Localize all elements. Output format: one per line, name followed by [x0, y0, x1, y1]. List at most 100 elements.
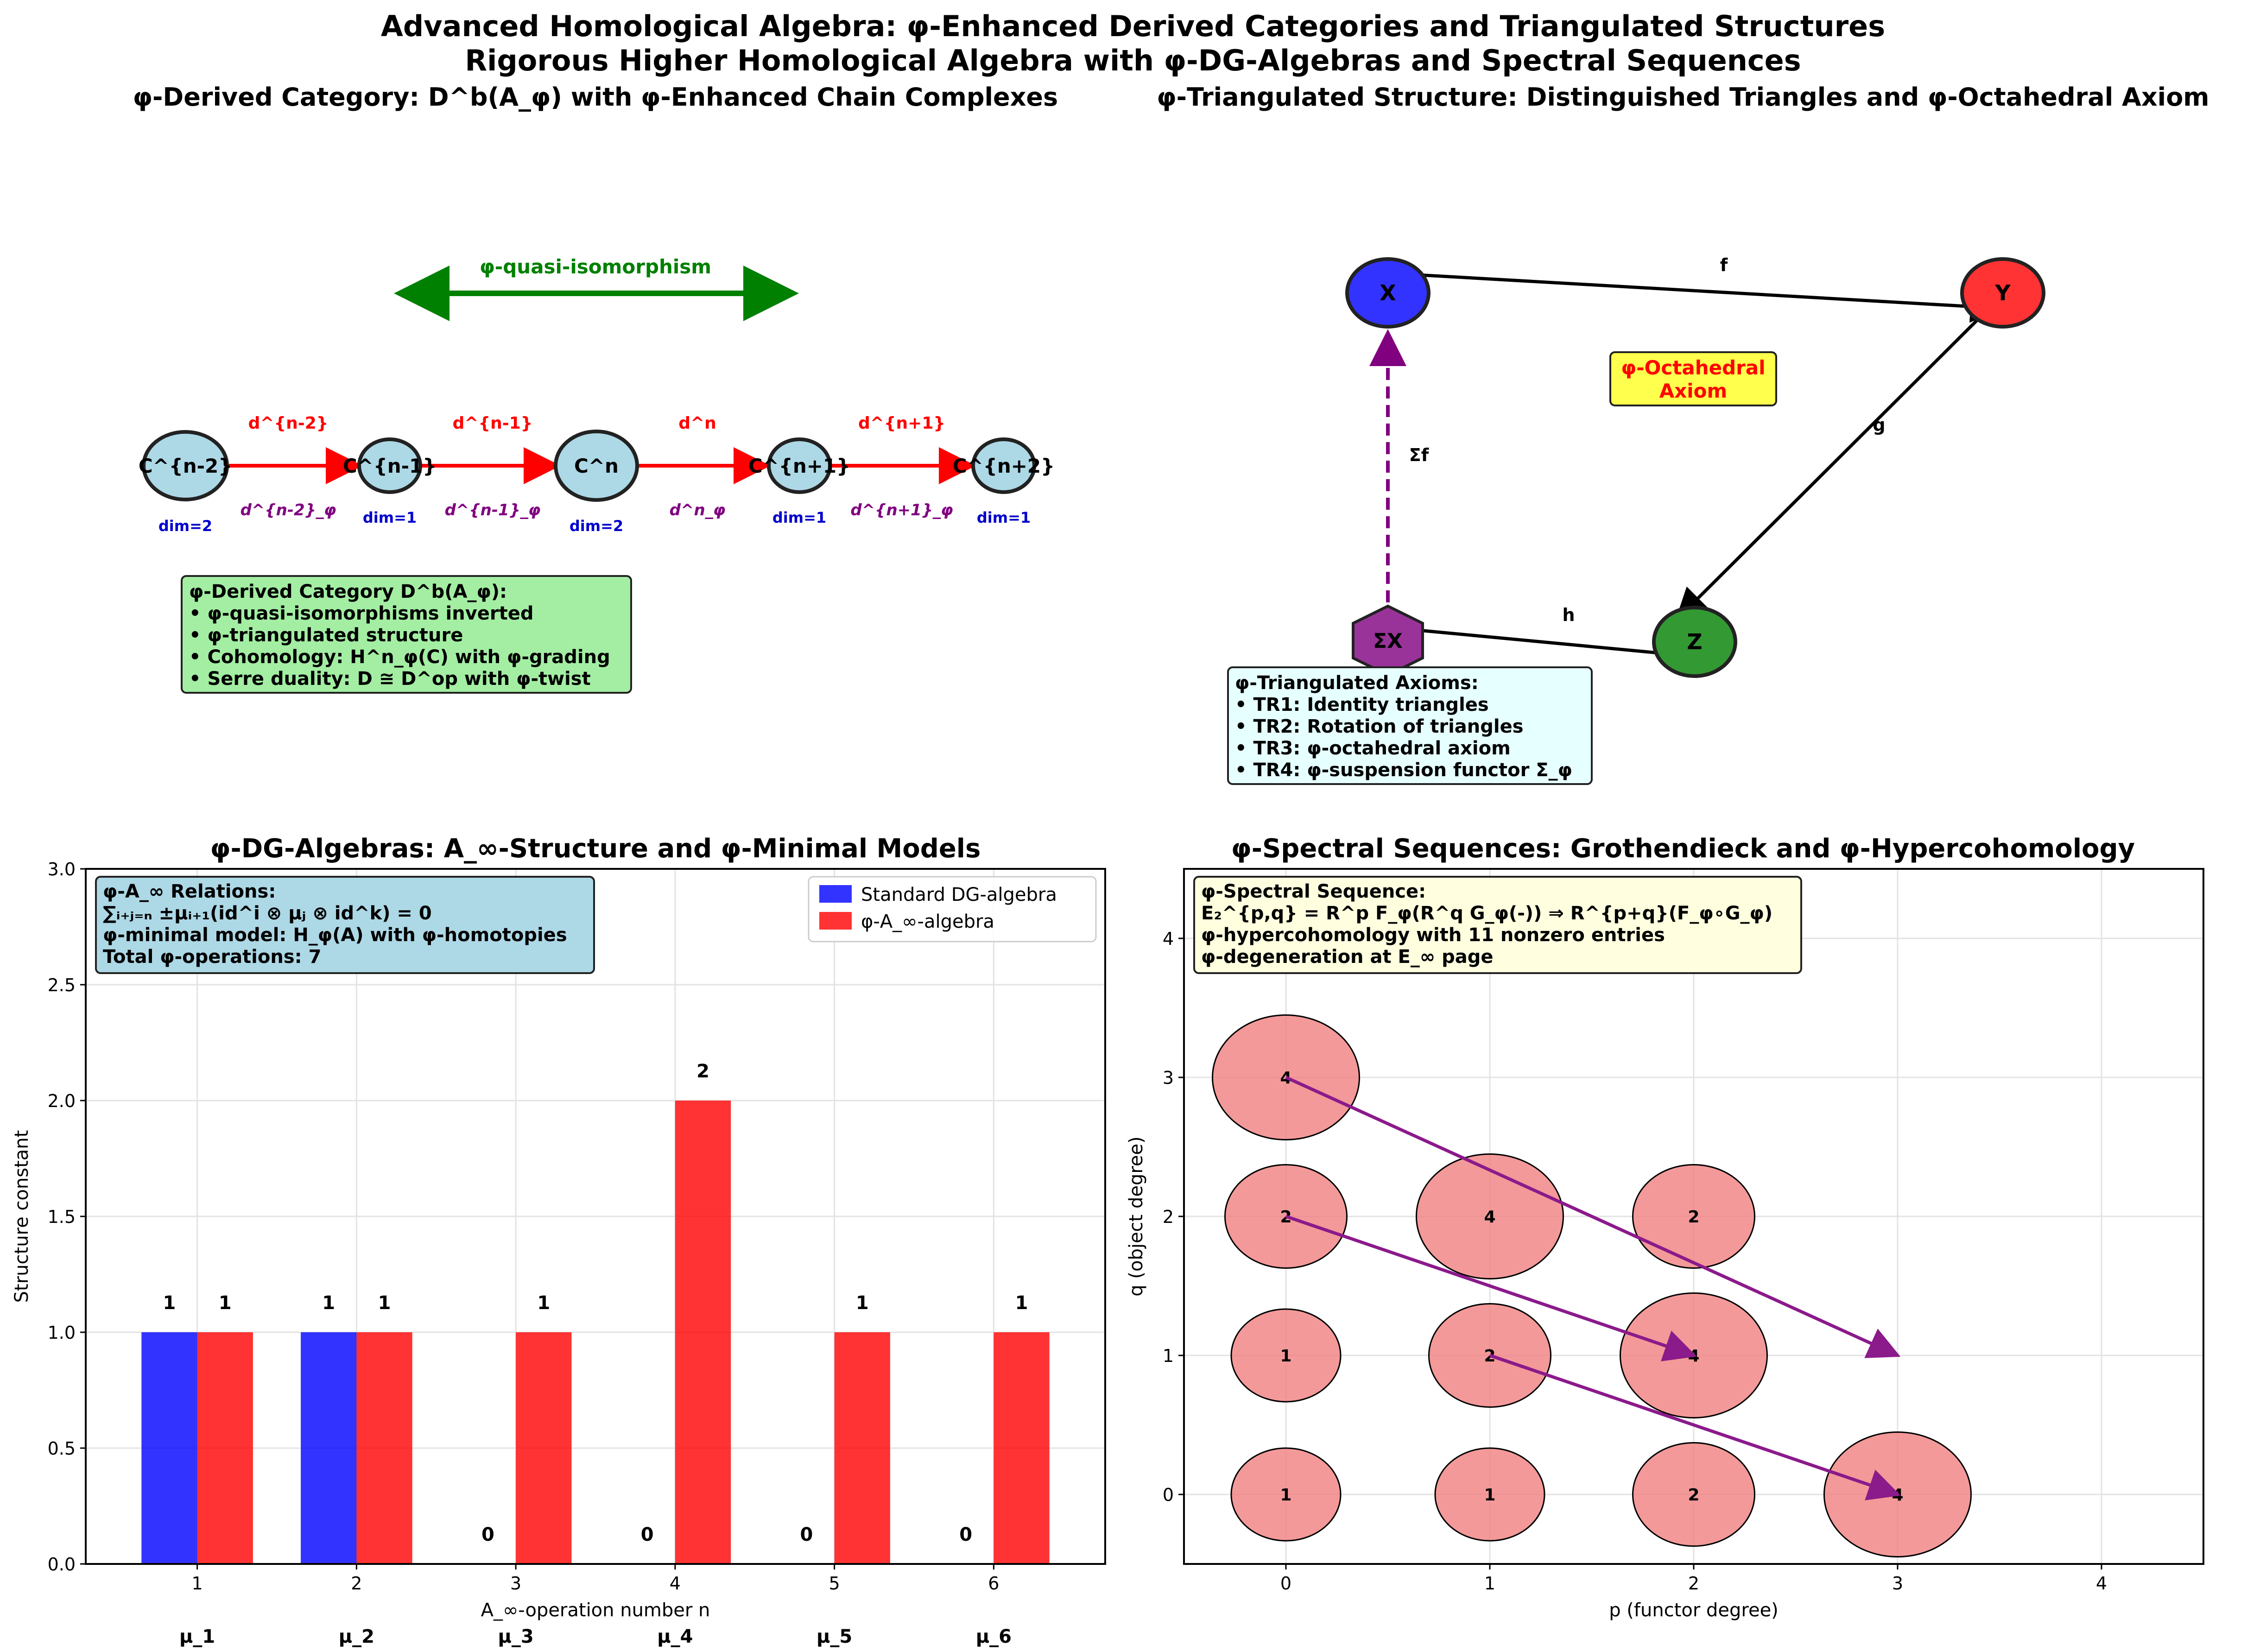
bar-value-label: 0: [959, 1524, 972, 1545]
spectral-info-box: [1193, 876, 1802, 974]
morphism-h-label: h: [1562, 605, 1575, 625]
triangulated-panel-title: φ-Triangulated Structure: Distinguished …: [1157, 82, 2209, 112]
morphism-f-label: f: [1720, 255, 1728, 275]
op-label: μ_5: [817, 1626, 852, 1647]
bar-value-label: 1: [1015, 1292, 1028, 1314]
spectral-info-line: φ-degeneration at E_∞ page: [1201, 946, 1493, 968]
complex-node: [142, 430, 229, 501]
spectral-xtick-label: 0: [1280, 1573, 1291, 1594]
bar-xlabel: A_∞-operation number n: [481, 1600, 710, 1621]
spectral-differential-arrow: [1285, 1215, 1697, 1361]
spectral-ytick-label: 2: [1163, 1207, 1174, 1227]
bar-value-label: 0: [481, 1524, 494, 1545]
legend-swatch-phi: [819, 912, 852, 930]
bar-xtick-label: 2: [351, 1573, 362, 1594]
derived-info-line: • φ-triangulated structure: [189, 625, 463, 646]
morphism-g-label: g: [1873, 415, 1885, 435]
bar-value-label: 1: [856, 1292, 869, 1314]
complex-node-label: C^{n-1}: [343, 455, 437, 477]
spectral-differential-arrow: [1285, 1076, 1901, 1358]
figure-title-line2: Rigorous Higher Homological Algebra with…: [465, 44, 1801, 77]
node-dim-label: dim=1: [977, 509, 1031, 526]
bar-phi: [516, 1332, 572, 1564]
spectral-sequence-panel: φ-Spectral Sequences: Grothendieck and φ…: [1126, 834, 2204, 1621]
spectral-xtick-label: 3: [1892, 1573, 1903, 1594]
spectral-entry-label: 4: [1484, 1208, 1495, 1227]
bar-ytick-label: 0.5: [48, 1438, 76, 1459]
bar-phi: [834, 1332, 890, 1564]
spectral-xtick-label: 4: [2096, 1573, 2107, 1594]
spectral-entry-label: 2: [1688, 1208, 1699, 1227]
phi-differential-label: d^{n-2}_φ: [241, 501, 336, 519]
complex-node: [767, 437, 832, 494]
spectral-ticks: 0 1 2 3 4 0 1 2 3 4: [1163, 929, 2107, 1594]
op-label: μ_1: [179, 1626, 215, 1647]
bar-value-label: 1: [378, 1292, 391, 1314]
complex-node: [554, 430, 639, 502]
differential-label: d^{n-2}: [248, 414, 329, 433]
phi-differential-label: d^{n+1}_φ: [850, 501, 953, 519]
complex-node-label: C^n: [574, 455, 619, 477]
spectral-points: 1 1 2 41 2 42 4 24: [1212, 1014, 1972, 1557]
spectral-ytick-label: 4: [1163, 929, 1174, 949]
axiom-line: • TR3: φ-octahedral axiom: [1235, 738, 1511, 759]
spectral-ytick-label: 3: [1163, 1068, 1174, 1088]
derived-category-panel: φ-Derived Category: D^b(A_φ) with φ-Enha…: [133, 82, 1058, 694]
bar-value-label: 0: [641, 1524, 654, 1545]
bar-xtick-label: 5: [829, 1573, 840, 1594]
derived-panel-title: φ-Derived Category: D^b(A_φ) with φ-Enha…: [133, 82, 1058, 112]
dg-chart-title: φ-DG-Algebras: A_∞-Structure and φ-Minim…: [210, 834, 981, 864]
op-label: μ_3: [498, 1626, 533, 1647]
dg-algebra-panel: φ-DG-Algebras: A_∞-Structure and φ-Minim…: [11, 834, 1106, 1647]
bar-value-label: 1: [219, 1292, 232, 1314]
morphism-f-arrow: [1408, 272, 2003, 323]
spectral-entry: [1434, 1447, 1545, 1542]
triangulated-axioms-box: [1227, 666, 1593, 785]
dg-info-line: φ-A_∞ Relations:: [103, 881, 276, 902]
bar-ytick-label: 2.0: [48, 1091, 76, 1111]
complex-node: [971, 437, 1036, 494]
complex-node: [357, 437, 422, 494]
node-dim-label: dim=1: [772, 509, 826, 526]
dg-info-line: Total φ-operations: 7: [103, 946, 321, 968]
differential-label: d^{n-1}: [453, 414, 533, 433]
spectral-chart-title: φ-Spectral Sequences: Grothendieck and φ…: [1231, 834, 2135, 864]
bar-xtick-label: 6: [988, 1573, 999, 1594]
spectral-info-line: φ-Spectral Sequence:: [1201, 881, 1426, 902]
octahedral-axiom-box: [1609, 351, 1777, 406]
bar-value-label: 1: [322, 1292, 335, 1314]
bar-xtick-label: 1: [192, 1573, 203, 1594]
spectral-info-line: E₂^{p,q} = R^p F_φ(R^q G_φ(-)) ⇒ R^{p+q}…: [1201, 903, 1772, 924]
object-z-label: Z: [1687, 629, 1702, 654]
spectral-plot-frame: [1183, 868, 2204, 1565]
object-y-label: Y: [1994, 280, 2011, 305]
bar-phi: [356, 1332, 412, 1564]
spectral-entry-label: 1: [1280, 1486, 1291, 1505]
legend-swatch-standard: [819, 885, 852, 903]
legend-label-phi: φ-A_∞-algebra: [861, 911, 994, 932]
spectral-info-line: φ-hypercohomology with 11 nonzero entrie…: [1201, 924, 1665, 946]
op-label: μ_6: [976, 1626, 1012, 1647]
bar-phi: [994, 1332, 1050, 1564]
differential-label: d^n: [678, 414, 716, 433]
spectral-entry-label: 1: [1484, 1486, 1495, 1505]
phi-differential-label: d^{n-1}_φ: [445, 501, 541, 519]
axiom-line: • TR1: Identity triangles: [1235, 694, 1489, 715]
spectral-entry-label: 4: [1688, 1347, 1699, 1366]
bar-value-label: 0: [800, 1524, 813, 1545]
spectral-ytick-label: 0: [1163, 1485, 1174, 1505]
octahedral-axiom-label: Axiom: [1659, 380, 1728, 402]
op-label: μ_2: [339, 1626, 374, 1647]
dg-info-line: ∑ᵢ₊ⱼ₌ₙ ±μᵢ₊₁(id^i ⊗ μⱼ ⊗ id^k) = 0: [103, 903, 432, 924]
complex-node-label: C^{n+1}: [748, 455, 850, 477]
phi-differential-label: d^n_φ: [670, 501, 726, 519]
bar-xtick-label: 4: [670, 1573, 681, 1594]
object-y-node: [1960, 257, 2045, 329]
dg-info-line: φ-minimal model: H_φ(A) with φ-homotopie…: [103, 924, 567, 946]
complex-node-label: C^{n+2}: [953, 455, 1055, 477]
legend-label-standard: Standard DG-algebra: [861, 884, 1057, 905]
bar-ytick-label: 0.0: [48, 1554, 76, 1575]
spectral-xtick-label: 2: [1688, 1573, 1699, 1594]
object-x-node: [1345, 257, 1430, 329]
bar-standard: [301, 1332, 357, 1564]
